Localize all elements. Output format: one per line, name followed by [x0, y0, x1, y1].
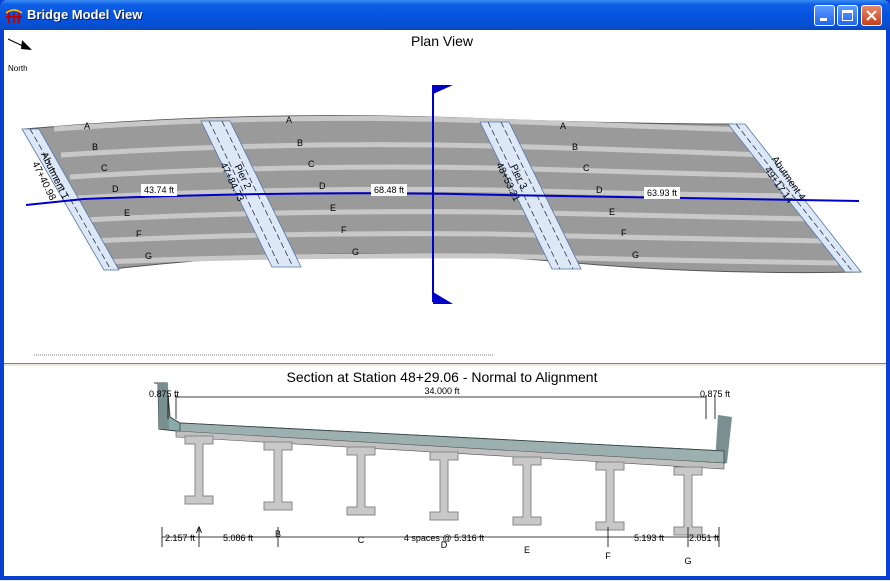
- girder-g: [673, 466, 703, 536]
- svg-text:B: B: [297, 138, 303, 148]
- svg-text:A: A: [286, 115, 292, 125]
- top-dimension-lines: [167, 395, 716, 419]
- girder-b: [263, 441, 293, 511]
- svg-text:G: G: [145, 251, 152, 261]
- svg-text:2.157 ft: 2.157 ft: [165, 533, 196, 543]
- svg-text:D: D: [441, 540, 448, 550]
- left-barrier: [158, 383, 169, 429]
- svg-text:4 spaces @ 5.316 ft: 4 spaces @ 5.316 ft: [404, 533, 485, 543]
- plan-view-pane[interactable]: Plan View North: [4, 30, 886, 363]
- pane-divider[interactable]: [4, 363, 886, 367]
- plan-view-title: Plan View: [411, 33, 474, 49]
- svg-text:D: D: [596, 185, 603, 195]
- girder-line-e: [85, 209, 810, 223]
- svg-text:D: D: [112, 184, 119, 194]
- svg-text:E: E: [330, 203, 336, 213]
- section-cut-bottom-flag: [433, 292, 453, 304]
- svg-text:B: B: [92, 142, 98, 152]
- span-2-length: 68.48 ft: [374, 185, 405, 195]
- svg-text:C: C: [308, 159, 315, 169]
- svg-text:A: A: [84, 121, 90, 131]
- window-title: Bridge Model View: [27, 7, 143, 22]
- girder-lines: [53, 115, 839, 266]
- span-length-labels: 43.74 ft 68.48 ft 63.93 ft: [141, 184, 680, 199]
- section-view-title: Section at Station 48+29.06 - Normal to …: [287, 369, 598, 385]
- section-cut-top-flag: [433, 85, 453, 94]
- alignment-line: [25, 192, 860, 206]
- svg-text:E: E: [124, 208, 130, 218]
- girder-line-c: [69, 164, 780, 180]
- maximize-icon: [842, 10, 853, 21]
- girder-a: [184, 435, 214, 505]
- svg-text:E: E: [609, 207, 615, 217]
- girder-line-d: [77, 186, 795, 201]
- section-girders: [184, 435, 703, 536]
- deck-width: 34.000 ft: [424, 386, 460, 396]
- client-area: Plan View North: [4, 30, 886, 576]
- svg-text:2.051 ft: 2.051 ft: [689, 533, 720, 543]
- span-1-length: 43.74 ft: [144, 185, 175, 195]
- close-icon: [866, 10, 877, 21]
- minimize-button[interactable]: [814, 5, 835, 26]
- girder-line-f: [93, 231, 825, 244]
- north-label: North: [8, 64, 28, 73]
- section-girder-labels: A B C D E F G: [196, 525, 692, 566]
- svg-text:E: E: [524, 545, 530, 555]
- svg-text:F: F: [605, 551, 611, 561]
- haunch: [175, 430, 725, 470]
- bridge-app-icon: [6, 9, 22, 23]
- girder-f: [595, 461, 625, 531]
- bottom-dimension-lines: [161, 527, 720, 547]
- close-button[interactable]: [861, 5, 882, 26]
- svg-text:C: C: [101, 163, 108, 173]
- girder-line-b: [60, 142, 765, 158]
- svg-text:F: F: [136, 229, 142, 239]
- svg-text:B: B: [572, 142, 578, 152]
- bottom-dimension-labels: 2.157 ft 5.086 ft 4 spaces @ 5.316 ft 5.…: [165, 533, 720, 543]
- right-barrier-width: 0.875 ft: [700, 389, 731, 399]
- girder-line-g: [102, 253, 839, 266]
- svg-text:F: F: [621, 228, 627, 238]
- left-barrier-width: 0.875 ft: [149, 389, 180, 399]
- girder-d: [429, 451, 459, 521]
- title-bar[interactable]: Bridge Model View: [0, 0, 890, 30]
- svg-text:G: G: [684, 556, 691, 566]
- svg-text:C: C: [358, 535, 365, 545]
- svg-text:C: C: [583, 163, 590, 173]
- svg-text:A: A: [560, 121, 566, 131]
- girder-labels: A B C D E F G A B C D E F G A B C D E F G: [84, 115, 639, 261]
- svg-text:5.086 ft: 5.086 ft: [223, 533, 254, 543]
- svg-text:G: G: [352, 247, 359, 257]
- girder-e: [512, 456, 542, 526]
- span-3-length: 63.93 ft: [647, 188, 678, 198]
- svg-text:G: G: [632, 250, 639, 260]
- svg-text:F: F: [341, 225, 347, 235]
- svg-text:D: D: [319, 181, 326, 191]
- maximize-button[interactable]: [837, 5, 858, 26]
- minimize-icon: [820, 18, 827, 21]
- girder-line-a: [53, 115, 750, 133]
- north-arrow: North: [7, 38, 32, 73]
- svg-text:5.193 ft: 5.193 ft: [634, 533, 665, 543]
- section-view-pane[interactable]: Section at Station 48+29.06 - Normal to …: [4, 367, 886, 576]
- girder-c: [346, 446, 376, 516]
